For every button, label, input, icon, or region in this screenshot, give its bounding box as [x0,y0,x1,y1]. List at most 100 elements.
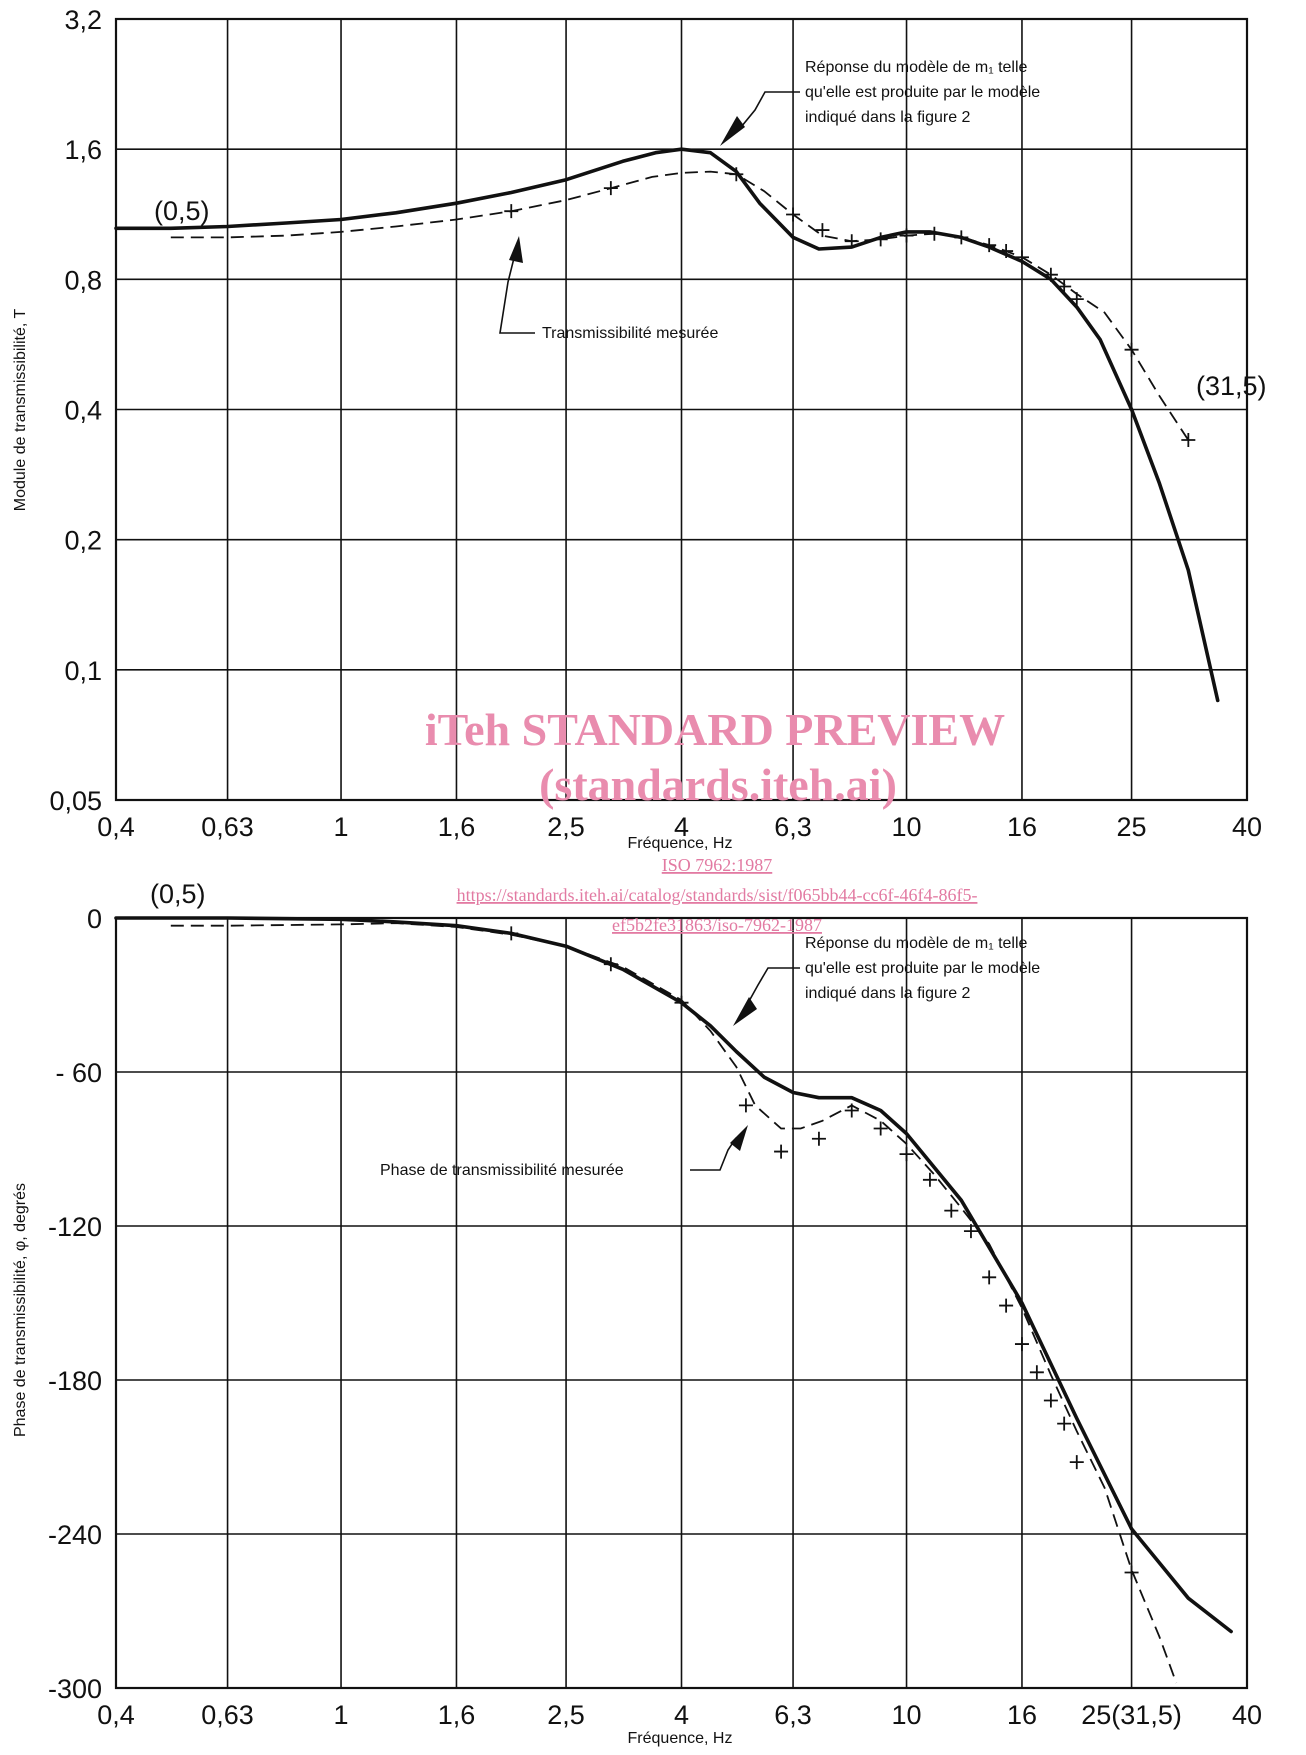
measured-point-marker [1043,1393,1058,1408]
y-tick-label: 3,2 [64,5,102,35]
watermark-subtitle: (standards.iteh.ai) [539,759,897,810]
annotation-text: Transmissibilité mesurée [542,325,718,342]
y-tick-label: 0,4 [64,396,102,426]
measured-line [170,922,1178,1684]
plot-frame [114,916,1249,1690]
measured-point-marker [1014,250,1029,265]
measured-point-marker [504,926,519,941]
annotation-leader [742,967,800,1013]
y-tick-label: -240 [48,1520,102,1550]
x-tick-label: 0,63 [201,812,254,842]
measured-point-marker [1124,1565,1139,1580]
annotation-text: qu'elle est produite par le modèle [805,84,1040,101]
point-label: (31,5) [1196,371,1267,401]
x-tick-label: 2,5 [547,1700,585,1730]
chart-transmissibility-phase: 0,4 0,63 1 1,6 2,5 4 6,3 10 16 25(31,5) 40 -300 -240… [12,879,1262,1747]
x-tick-label: 1,6 [438,812,476,842]
y-tick-label: - 60 [55,1058,102,1088]
y-tick-label: 0,05 [49,786,102,816]
x-tick-label: 16 [1007,812,1037,842]
annotation-text: Réponse du modèle de m₁ telle [805,59,1028,76]
watermark-link-catalog[interactable]: https://standards.iteh.ai/catalog/standa… [457,885,978,905]
measured-point-marker [899,228,914,243]
watermark: iTeh STANDARD PREVIEW (standards.iteh.ai… [425,704,1005,935]
x-tick-label: 4 [674,1700,689,1730]
point-label: (0,5) [150,879,206,909]
x-tick-label: 0,4 [97,812,135,842]
y-tick-label: 1,6 [64,135,102,165]
plot-frame [114,17,1249,802]
x-tick-label: 6,3 [774,1700,812,1730]
measured-point-marker [774,1144,789,1159]
point-label: (0,5) [154,196,210,226]
annotation-arrowhead [509,236,523,263]
measured-point-marker [603,181,618,196]
annotation-arrowhead [730,1125,748,1151]
measured-point-marker [844,234,859,249]
watermark-link-iso[interactable]: ISO 7962:1987 [662,855,773,875]
annotation-leader [690,1137,737,1171]
measured-point-marker [999,1298,1014,1313]
x-tick-label: 1 [334,812,349,842]
y-tick-label: 0,8 [64,265,102,295]
measured-point-marker [999,244,1014,259]
measured-point-marker [927,226,942,241]
annotation-text: qu'elle est produite par le modèle [805,960,1040,977]
measured-point-marker [674,995,689,1010]
x-tick-label: 10 [892,812,922,842]
annotation-leader [499,249,535,334]
measured-point-marker [982,1270,997,1285]
annotation-arrowhead [733,997,757,1026]
y-tick-label: 0,2 [64,526,102,556]
y-tick-label: -300 [48,1674,102,1704]
y-axis-label: Phase de transmissibilité, φ, degrés [12,1183,29,1437]
annotation-arrowhead [720,116,745,146]
measured-point-marker [899,1147,914,1162]
measured-point-marker [873,1121,888,1136]
measured-point-marker [738,1098,753,1113]
measured-point-marker [1069,1455,1084,1470]
x-tick-label: 0,63 [201,1700,254,1730]
watermark-link-catalog-cont[interactable]: ef5b2fe31863/iso-7962-1987 [612,915,822,935]
x-tick-label: 4 [674,812,689,842]
measured-point-marker [811,1131,826,1146]
annotation-text: Réponse du modèle de m₁ telle [805,935,1028,952]
x-tick-label: 2,5 [547,812,585,842]
x-tick-label: 25(31,5) [1081,1700,1182,1730]
x-tick-label: 10 [892,1700,922,1730]
measured-point-marker [1014,1337,1029,1352]
measured-point-marker [504,204,519,219]
x-tick-label: 1 [334,1700,349,1730]
x-tick-label: 0,4 [97,1700,135,1730]
measured-point-marker [729,167,744,182]
x-tick-label: 6,3 [774,812,812,842]
x-tick-label: 16 [1007,1700,1037,1730]
annotation-text: indiqué dans la figure 2 [805,109,971,126]
x-tick-label: 1,6 [438,1700,476,1730]
measured-point-marker [1043,267,1058,282]
annotation-text: indiqué dans la figure 2 [805,985,971,1002]
x-tick-label: 40 [1232,812,1262,842]
x-axis-label: Fréquence, Hz [628,1730,733,1747]
annotation-text: Phase de transmissibilité mesurée [380,1162,624,1179]
measured-point-marker [944,1203,959,1218]
measured-point-marker [922,1172,937,1187]
x-tick-label: 25 [1117,812,1147,842]
measured-point-marker [1029,1365,1044,1380]
chart-transmissibility-modulus: 0,4 0,63 1 1,6 2,5 4 6,3 10 16 25 40 0,05 0,1 0,2 0,4 0… [12,5,1267,852]
measured-point-marker [1069,292,1084,307]
measured-point-marker [603,957,618,972]
model-response-line [114,916,1233,1634]
measured-point-marker [954,230,969,245]
y-tick-label: 0 [87,904,102,934]
measured-point-marker [982,238,997,253]
measured-point-marker [786,207,801,222]
x-axis-label: Fréquence, Hz [628,835,733,852]
y-tick-label: 0,1 [64,656,102,686]
measured-point-marker [1057,279,1072,294]
measured-point-marker [873,232,888,247]
y-axis-label: Module de transmissibilité, T [12,309,29,512]
annotation-leader [736,91,800,133]
